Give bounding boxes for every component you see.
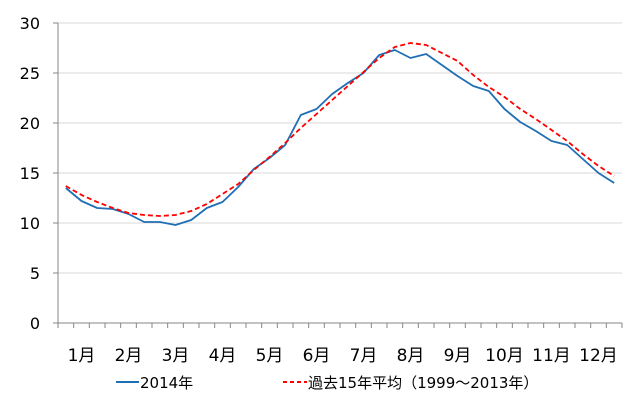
legend-label-1: 2014年 (140, 374, 193, 392)
label-layer: 0 5 10 15 20 25 30 1月 2月 3月 4月 5月 6月 7月 8月 9月 10月 11月 12月 (20, 14, 618, 366)
x-tick-label: 12月 (579, 346, 618, 366)
series-layer (65, 42, 615, 226)
x-tick-label: 6月 (303, 346, 331, 366)
y-tick-label: 25 (20, 64, 40, 83)
x-tick-label: 10月 (485, 346, 524, 366)
y-tick-label: 0 (30, 314, 40, 333)
y-tick-label: 30 (20, 14, 40, 33)
x-tick-label: 8月 (397, 346, 425, 366)
x-tick-label: 2月 (115, 346, 143, 366)
x-tick-label: 4月 (209, 346, 237, 366)
series-line-1 (65, 49, 615, 226)
axis-layer (53, 22, 623, 328)
x-tick-label: 1月 (68, 346, 96, 366)
x-tick-label: 9月 (444, 346, 472, 366)
x-tick-label: 11月 (532, 346, 571, 366)
legend: 2014年 過去15年平均（1999～2013年） (116, 374, 538, 392)
legend-label-2: 過去15年平均（1999～2013年） (308, 374, 538, 392)
x-tick-label: 3月 (162, 346, 190, 366)
series-line-2 (65, 42, 615, 217)
y-tick-label: 15 (20, 164, 40, 183)
x-tick-label: 7月 (350, 346, 378, 366)
y-tick-label: 5 (30, 264, 40, 283)
grid-layer (58, 22, 622, 274)
x-tick-label: 5月 (256, 346, 284, 366)
y-tick-label: 10 (20, 214, 40, 233)
y-tick-label: 20 (20, 114, 40, 133)
